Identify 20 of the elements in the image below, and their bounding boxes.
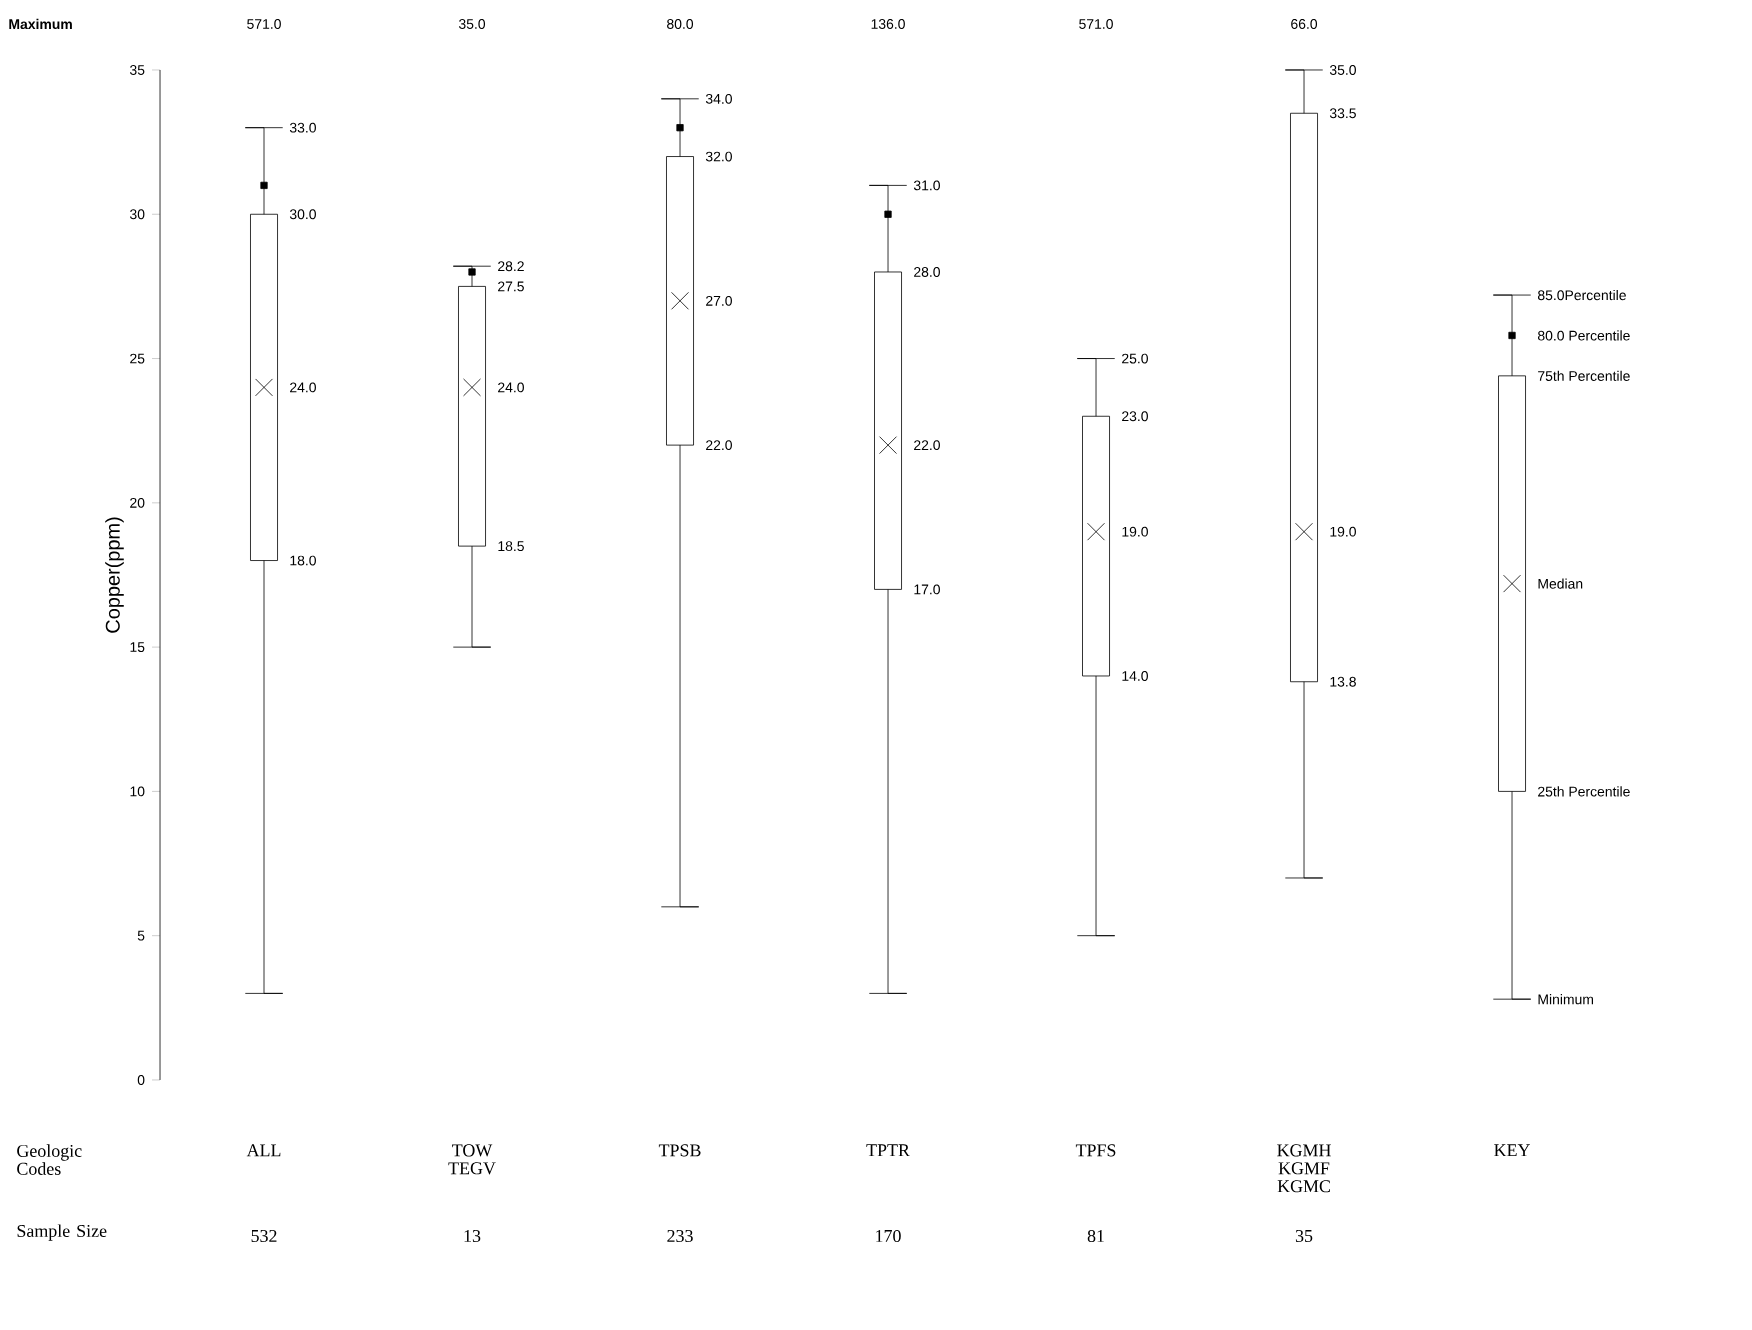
text: 233: [667, 1229, 693, 1243]
x-tick-label: TOW TEGV: [448, 1144, 496, 1175]
point: [676, 124, 684, 132]
text: 170: [876, 1229, 901, 1243]
x-tick-label: ALL: [246, 1144, 281, 1157]
text: Sample Size: [17, 1224, 107, 1241]
text: 35: [1295, 1229, 1313, 1243]
text: 532: [251, 1229, 277, 1243]
point: [884, 210, 892, 218]
point: [260, 181, 268, 189]
text: 13: [464, 1229, 481, 1243]
text: 81: [1087, 1229, 1104, 1243]
x-tick-label: TPSB: [658, 1144, 701, 1157]
x-tick-label: TPFS: [1075, 1144, 1116, 1157]
x-tick-label: KGMH KGMF KGMC: [1277, 1144, 1331, 1193]
x-tick-label: TPTR: [866, 1144, 910, 1157]
x-tick-label: KEY: [1494, 1144, 1530, 1157]
x-axis-title: Geologic Codes: [17, 1144, 82, 1175]
point: [468, 268, 476, 276]
y-axis-title: Copper(ppm): [105, 517, 124, 633]
